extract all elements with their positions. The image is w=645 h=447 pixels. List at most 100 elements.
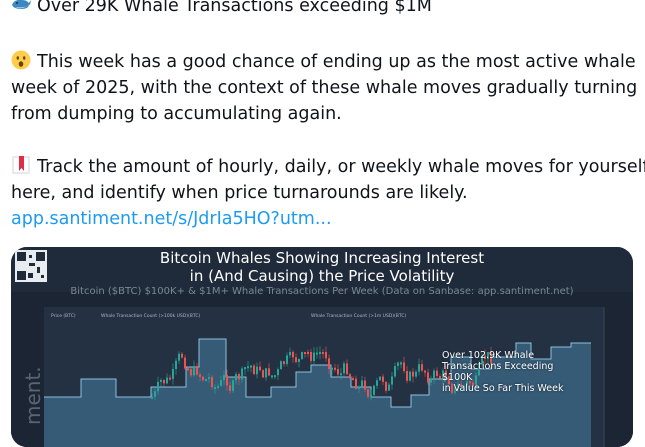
candle-body <box>289 352 291 356</box>
candle-body <box>472 382 474 387</box>
chart-graphic <box>11 247 633 447</box>
candle-body <box>397 362 399 367</box>
chart-annotation: Over 102.9K Whale Transactions Exceeding… <box>442 350 564 394</box>
candle-body <box>328 358 330 370</box>
candle-body <box>484 355 486 360</box>
candle-body <box>394 366 396 377</box>
candle-body <box>385 381 387 391</box>
candle-body <box>376 380 378 386</box>
candle-body <box>466 381 468 386</box>
candle-body <box>361 380 363 387</box>
candle-body <box>430 378 432 383</box>
candle-body <box>184 357 186 369</box>
candle-body <box>160 379 162 382</box>
candle-body <box>226 375 228 386</box>
candle-body <box>163 379 165 384</box>
candle-body <box>373 385 375 395</box>
candle-body <box>151 396 153 399</box>
legend-series-1: Whale Transaction Count (>100k USD)(BTC) <box>101 314 201 319</box>
tweet-line-2: This week has a good chance of ending up… <box>11 49 636 75</box>
watermark: ment. <box>21 366 45 425</box>
candle-body <box>391 376 393 385</box>
candle-body <box>175 360 177 369</box>
candle-body <box>247 366 249 369</box>
whale-emoji-icon <box>12 0 31 9</box>
candle-body <box>325 352 327 359</box>
candle-body <box>280 361 282 370</box>
candle-body <box>250 365 252 368</box>
tweet-media-image[interactable]: Bitcoin Whales Showing Increasing Intere… <box>11 247 633 447</box>
candle-body <box>346 363 348 375</box>
candle-body <box>352 378 354 381</box>
candle-body <box>469 381 471 384</box>
legend-price: Price (BTC) <box>51 314 76 319</box>
candle-body <box>190 369 192 376</box>
tweet-link[interactable]: app.santiment.net/s/JdrIa5HO?utm... <box>11 209 332 229</box>
candle-body <box>154 391 156 397</box>
candle-body <box>442 370 444 379</box>
candle-body <box>445 370 447 377</box>
candle-body <box>481 355 483 365</box>
candle-body <box>307 352 309 354</box>
tweet-line-1: Over 29K Whale Transactions exceeding $1… <box>11 0 432 19</box>
candle-body <box>334 367 336 370</box>
candle-body <box>448 376 450 385</box>
candle-body <box>463 385 465 388</box>
bookmark-emoji-icon <box>12 156 30 174</box>
candle-body <box>379 376 381 381</box>
candle-body <box>286 355 288 364</box>
whale-count-area <box>44 339 591 447</box>
candle-body <box>256 366 258 375</box>
candle-body <box>229 385 231 391</box>
candle-body <box>388 384 390 391</box>
candle-body <box>214 387 216 390</box>
candle-body <box>277 369 279 376</box>
candle-body <box>403 362 405 371</box>
candle-body <box>313 352 315 361</box>
candle-body <box>268 368 270 376</box>
candle-body <box>367 389 369 397</box>
candle-body <box>343 363 345 374</box>
candle-body <box>181 353 183 358</box>
tweet-line-text: Track the amount of hourly, daily, or we… <box>37 157 645 177</box>
legend-series-2: Whale Transaction Count (>1m USD)(BTC) <box>311 314 407 319</box>
candle-body <box>460 383 462 387</box>
candle-body <box>400 362 402 365</box>
candle-body <box>409 371 411 381</box>
tweet-line-3: week of 2025, with the context of these … <box>11 78 638 98</box>
candle-body <box>298 358 300 363</box>
qr-code-icon <box>15 250 47 282</box>
candle-body <box>244 367 246 370</box>
candle-body <box>283 361 285 364</box>
candle-body <box>349 374 351 379</box>
candle-body <box>454 387 456 393</box>
candle-body <box>331 367 333 370</box>
candle-body <box>412 371 414 377</box>
candle-body <box>421 364 423 371</box>
candle-body <box>319 352 321 354</box>
candle-body <box>232 380 234 391</box>
candle-body <box>295 357 297 363</box>
candle-body <box>205 379 207 382</box>
tweet-line-4: from dumping to accumulating again. <box>11 104 342 124</box>
candle-body <box>259 366 261 371</box>
candle-body <box>424 370 426 373</box>
candle-body <box>415 371 417 377</box>
candle-body <box>433 370 435 379</box>
candle-body <box>253 365 255 375</box>
chart-title-line-2: in (And Causing) the Price Volatility <box>189 267 455 285</box>
candle-body <box>208 377 210 380</box>
candle-body <box>157 381 159 392</box>
candle-body <box>436 370 438 377</box>
candle-body <box>196 366 198 375</box>
candle-body <box>337 368 339 375</box>
candle-body <box>382 376 384 382</box>
candle-body <box>316 352 318 355</box>
candle-body <box>370 394 372 397</box>
candle-body <box>220 380 222 386</box>
candle-body <box>172 368 174 379</box>
candle-body <box>178 353 180 361</box>
candle-body <box>262 370 264 378</box>
candle-body <box>310 352 312 361</box>
candle-body <box>418 364 420 372</box>
